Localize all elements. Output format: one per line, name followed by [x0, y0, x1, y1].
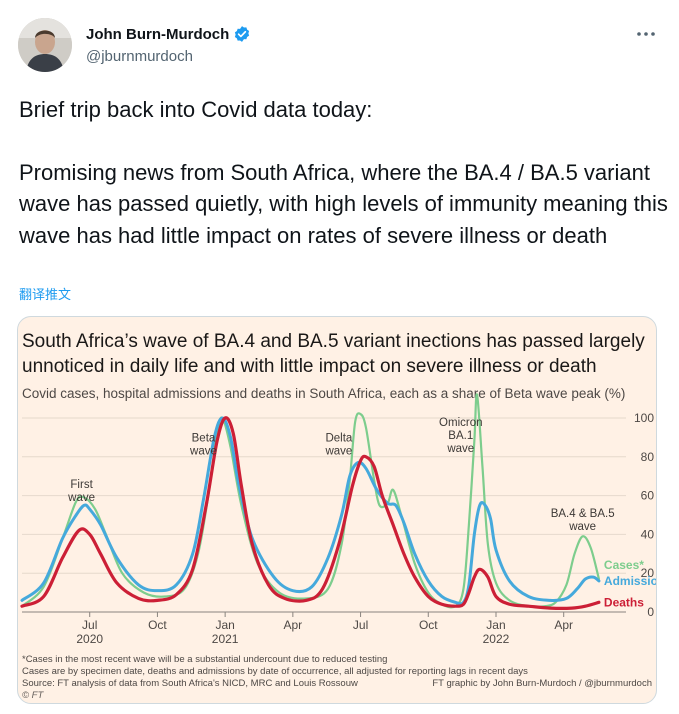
x-tick-year: 2021: [212, 632, 239, 646]
wave-label: wave: [568, 521, 596, 533]
verified-badge-icon: [235, 26, 250, 42]
series-line-admissions: [20, 416, 601, 606]
ft-brand: © FT: [22, 690, 44, 701]
chart-title-line: South Africa’s wave of BA.4 and BA.5 var…: [22, 331, 645, 352]
tweet-paragraph: Brief trip back into Covid data today:: [19, 97, 373, 122]
wave-label: Beta: [192, 432, 216, 444]
x-tick-year: 2022: [483, 632, 510, 646]
chart-subtitle: Covid cases, hospital admissions and dea…: [22, 386, 625, 401]
avatar-portrait-icon: [18, 18, 72, 72]
x-tick-label: Jan: [215, 618, 234, 632]
series-label: Deaths: [604, 595, 644, 609]
y-tick-label: 20: [641, 566, 655, 580]
chart-footnote: *Cases in the most recent wave will be a…: [22, 654, 387, 665]
tweet-image-card[interactable]: South Africa’s wave of BA.4 and BA.5 var…: [17, 316, 657, 704]
y-tick-label: 0: [647, 605, 654, 619]
wave-label: wave: [446, 443, 474, 455]
x-tick-label: Jul: [353, 618, 368, 632]
chart-source: Source: FT analysis of data from South A…: [22, 678, 358, 689]
series-line-cases: [20, 393, 601, 609]
x-tick-label: Apr: [284, 618, 303, 632]
author-handle[interactable]: @jburnmurdoch: [86, 48, 193, 65]
y-tick-label: 80: [641, 450, 655, 464]
y-tick-label: 60: [641, 489, 655, 503]
series-lines: Cases* Admissions Deaths: [20, 393, 656, 610]
wave-label: wave: [324, 445, 352, 457]
avatar[interactable]: [18, 18, 72, 72]
x-tick-label: Oct: [419, 618, 438, 632]
wave-labels: FirstwaveBetawaveDeltawaveOmicronBA.1wav…: [67, 417, 614, 533]
wave-label: wave: [189, 445, 217, 457]
tweet-text: Brief trip back into Covid data today: P…: [19, 94, 669, 251]
author-name[interactable]: John Burn-Murdoch: [86, 25, 230, 43]
translate-tweet-link[interactable]: 翻译推文: [19, 287, 72, 302]
grid: [22, 417, 626, 613]
wave-label: BA.4 & BA.5: [551, 508, 615, 520]
y-tick-label: 100: [634, 411, 654, 425]
x-tick-label: Apr: [554, 618, 573, 632]
x-tick-label: Oct: [148, 618, 167, 632]
chart-credit: FT graphic by John Burn-Murdoch / @jburn…: [432, 678, 652, 689]
wave-label: Omicron: [439, 417, 482, 429]
wave-label: First: [70, 479, 93, 491]
chart: South Africa’s wave of BA.4 and BA.5 var…: [20, 331, 656, 701]
series-label: Cases*: [604, 558, 644, 572]
wave-label: wave: [67, 492, 95, 504]
tweet-paragraph: Promising news from South Africa, where …: [19, 159, 668, 248]
chart-title-line: unnoticed in daily life and with little …: [22, 356, 597, 377]
series-line-deaths: [20, 416, 601, 610]
more-options-icon[interactable]: [635, 26, 657, 42]
x-tick-label: Jul: [82, 618, 97, 632]
author-name-row[interactable]: John Burn-Murdoch: [86, 25, 251, 43]
y-tick-label: 40: [641, 527, 655, 541]
x-tick-year: 2020: [76, 632, 103, 646]
wave-label: Delta: [325, 432, 352, 444]
series-label: Admissions: [604, 574, 656, 588]
wave-label: BA.1: [448, 430, 473, 442]
x-tick-label: Jan: [486, 618, 505, 632]
chart-footnote: Cases are by specimen date, deaths and a…: [22, 666, 528, 677]
